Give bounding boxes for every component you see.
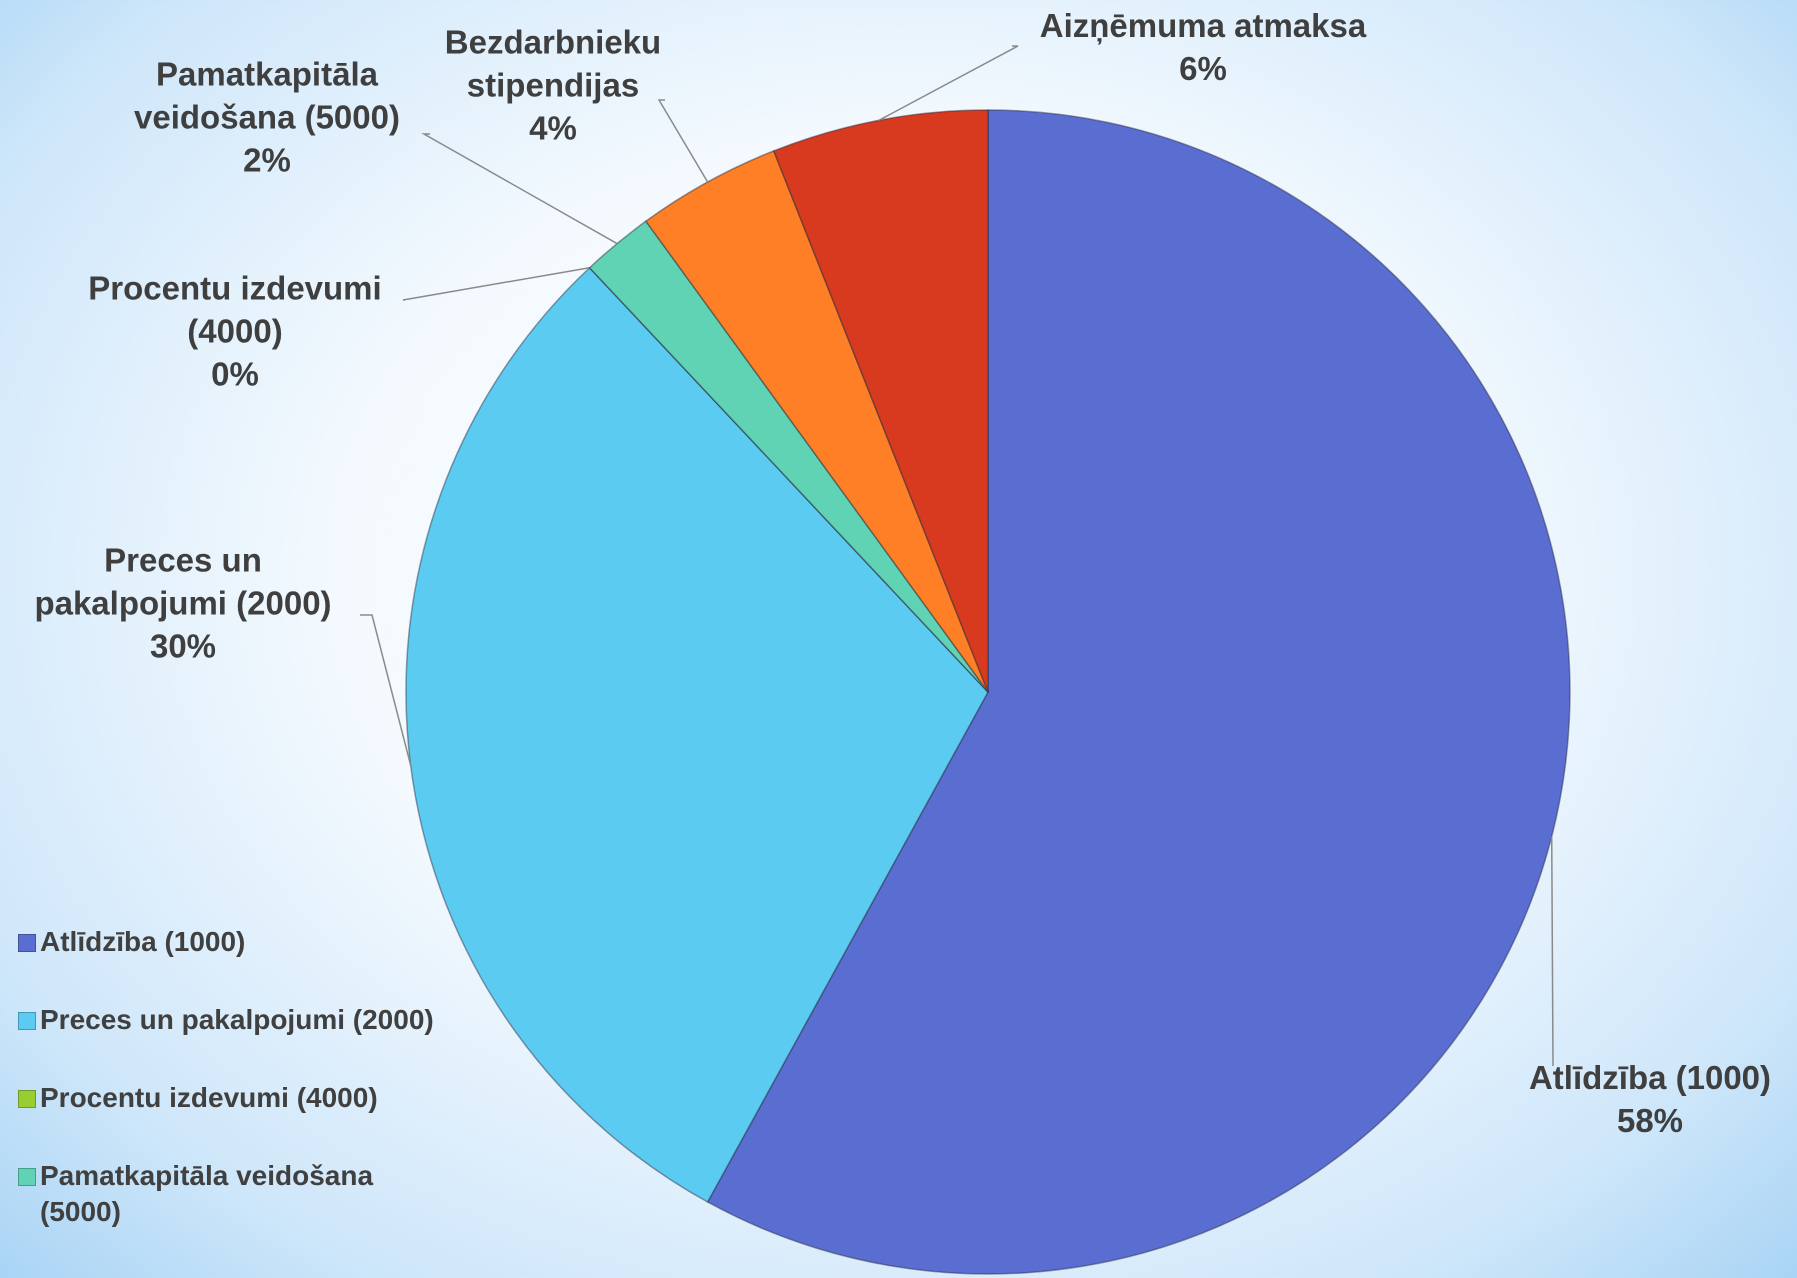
data-label-value: 0%	[211, 355, 259, 393]
leader-line	[657, 99, 709, 183]
pie-slice	[772, 109, 989, 693]
data-label-value: 4%	[529, 109, 577, 147]
data-label: Aizņēmuma atmaksa 6%	[993, 5, 1413, 91]
pie-slice	[588, 220, 989, 693]
leader-line	[421, 133, 618, 245]
data-label-name: Aizņēmuma atmaksa	[1039, 7, 1367, 45]
data-label-name: Preces un pakalpojumi (2000)	[34, 541, 332, 622]
data-label-name: Atlīdzība (1000)	[1528, 1059, 1772, 1097]
data-label-value: 58%	[1616, 1102, 1684, 1139]
data-label: Atlīdzība (1000) 58%	[1440, 1057, 1797, 1143]
data-label: Preces un pakalpojumi (2000) 30%	[8, 540, 358, 669]
leader-line	[360, 614, 412, 766]
legend-label: Atlīdzība (1000)	[40, 926, 246, 957]
data-label-name: Procentu izdevumi (4000)	[88, 269, 382, 350]
legend-item: Pamatkapitāla veidošana (5000)	[18, 1158, 438, 1231]
data-label-name: Pamatkapitāla veidošana (5000)	[134, 55, 400, 136]
legend-swatch	[18, 1168, 36, 1186]
data-label-value: 6%	[1179, 50, 1227, 87]
data-label-value: 30%	[149, 627, 217, 665]
legend-swatch	[18, 934, 36, 952]
data-label: Bezdarbnieku stipendijas 4%	[423, 22, 683, 151]
leader-line	[878, 45, 1019, 121]
legend-item: Atlīdzība (1000)	[18, 924, 438, 960]
leader-line	[1550, 836, 1554, 1067]
legend-swatch	[18, 1090, 36, 1108]
legend-label: Pamatkapitāla veidošana (5000)	[40, 1160, 374, 1228]
legend-swatch	[18, 1012, 36, 1030]
pie-slice	[405, 266, 989, 1204]
data-label: Procentu izdevumi (4000) 0%	[55, 268, 415, 397]
data-label: Pamatkapitāla veidošana (5000) 2%	[102, 54, 432, 183]
legend-item: Procentu izdevumi (4000)	[18, 1080, 438, 1116]
legend-label: Preces un pakalpojumi (2000)	[40, 1004, 434, 1035]
leader-line	[402, 267, 590, 301]
data-label-value: 2%	[243, 141, 291, 179]
data-label-name: Bezdarbnieku stipendijas	[444, 23, 662, 104]
legend-item: Preces un pakalpojumi (2000)	[18, 1002, 438, 1038]
legend-label: Procentu izdevumi (4000)	[40, 1082, 378, 1113]
pie-slice	[644, 149, 989, 693]
